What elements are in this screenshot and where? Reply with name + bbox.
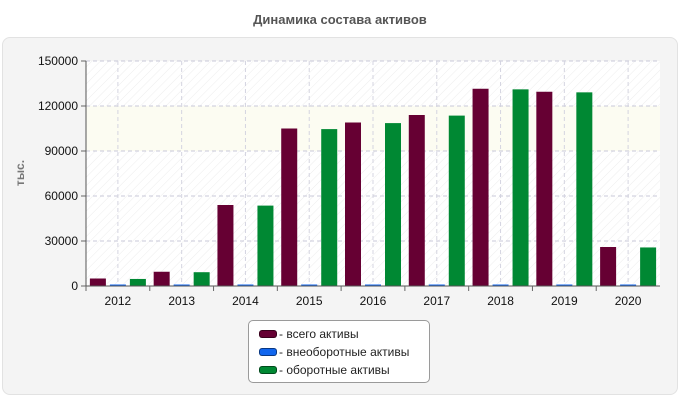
bar-noncurrent-assets [173,284,190,286]
bar-noncurrent-assets [109,284,126,286]
bar-noncurrent-assets [556,284,573,286]
x-tick-label: 2013 [168,294,195,308]
x-tick-label: 2015 [296,294,323,308]
bar-total-assets [600,247,617,286]
x-tick-label: 2020 [615,294,642,308]
y-tick-label: 150000 [38,54,78,68]
bar-total-assets [89,278,106,286]
legend-label-noncurrent-assets: - внеоборотные активы [279,345,410,359]
bar-noncurrent-assets [620,284,637,286]
bar-total-assets [472,88,489,286]
bar-total-assets [217,205,234,286]
legend-swatch-current-assets [259,366,277,374]
x-tick-label: 2014 [232,294,259,308]
bar-current-assets [129,278,146,286]
legend-swatch-total-assets [259,330,277,338]
legend-item-noncurrent-assets: - внеоборотные активы [259,343,429,361]
bar-current-assets [512,89,529,286]
bar-noncurrent-assets [365,284,381,286]
x-tick-label: 2018 [487,294,514,308]
bar-total-assets [345,122,361,286]
legend-swatch-noncurrent-assets [259,348,277,356]
legend-label-current-assets: - оборотные активы [279,363,390,377]
y-tick-label: 30000 [45,234,79,248]
bar-current-assets [193,272,210,286]
x-tick-label: 2019 [551,294,578,308]
y-tick-label: 60000 [45,189,79,203]
chart-legend: - всего активы - внеоборотные активы - о… [248,320,430,383]
bar-current-assets [576,92,593,286]
bar-total-assets [408,115,425,286]
y-tick-label: 120000 [38,99,78,113]
bar-total-assets [153,271,170,286]
bar-total-assets [281,128,298,286]
bar-noncurrent-assets [492,284,509,286]
bar-current-assets [257,205,274,286]
y-tick-label: 90000 [45,144,79,158]
bar-total-assets [536,91,553,286]
bar-current-assets [385,123,401,286]
legend-item-total-assets: - всего активы [259,325,429,343]
y-tick-label: 0 [71,279,78,293]
x-tick-label: 2016 [360,294,387,308]
bar-noncurrent-assets [301,284,318,286]
x-tick-label: 2017 [423,294,450,308]
bar-noncurrent-assets [428,284,445,286]
x-tick-label: 2012 [105,294,132,308]
y-axis-label: тыс. [13,160,27,186]
bar-current-assets [448,115,465,286]
legend-label-total-assets: - всего активы [279,327,359,341]
bar-current-assets [321,129,338,286]
bar-noncurrent-assets [237,284,254,286]
chart-title: Динамика состава активов [253,12,427,27]
legend-item-current-assets: - оборотные активы [259,361,429,379]
bar-current-assets [640,247,657,286]
